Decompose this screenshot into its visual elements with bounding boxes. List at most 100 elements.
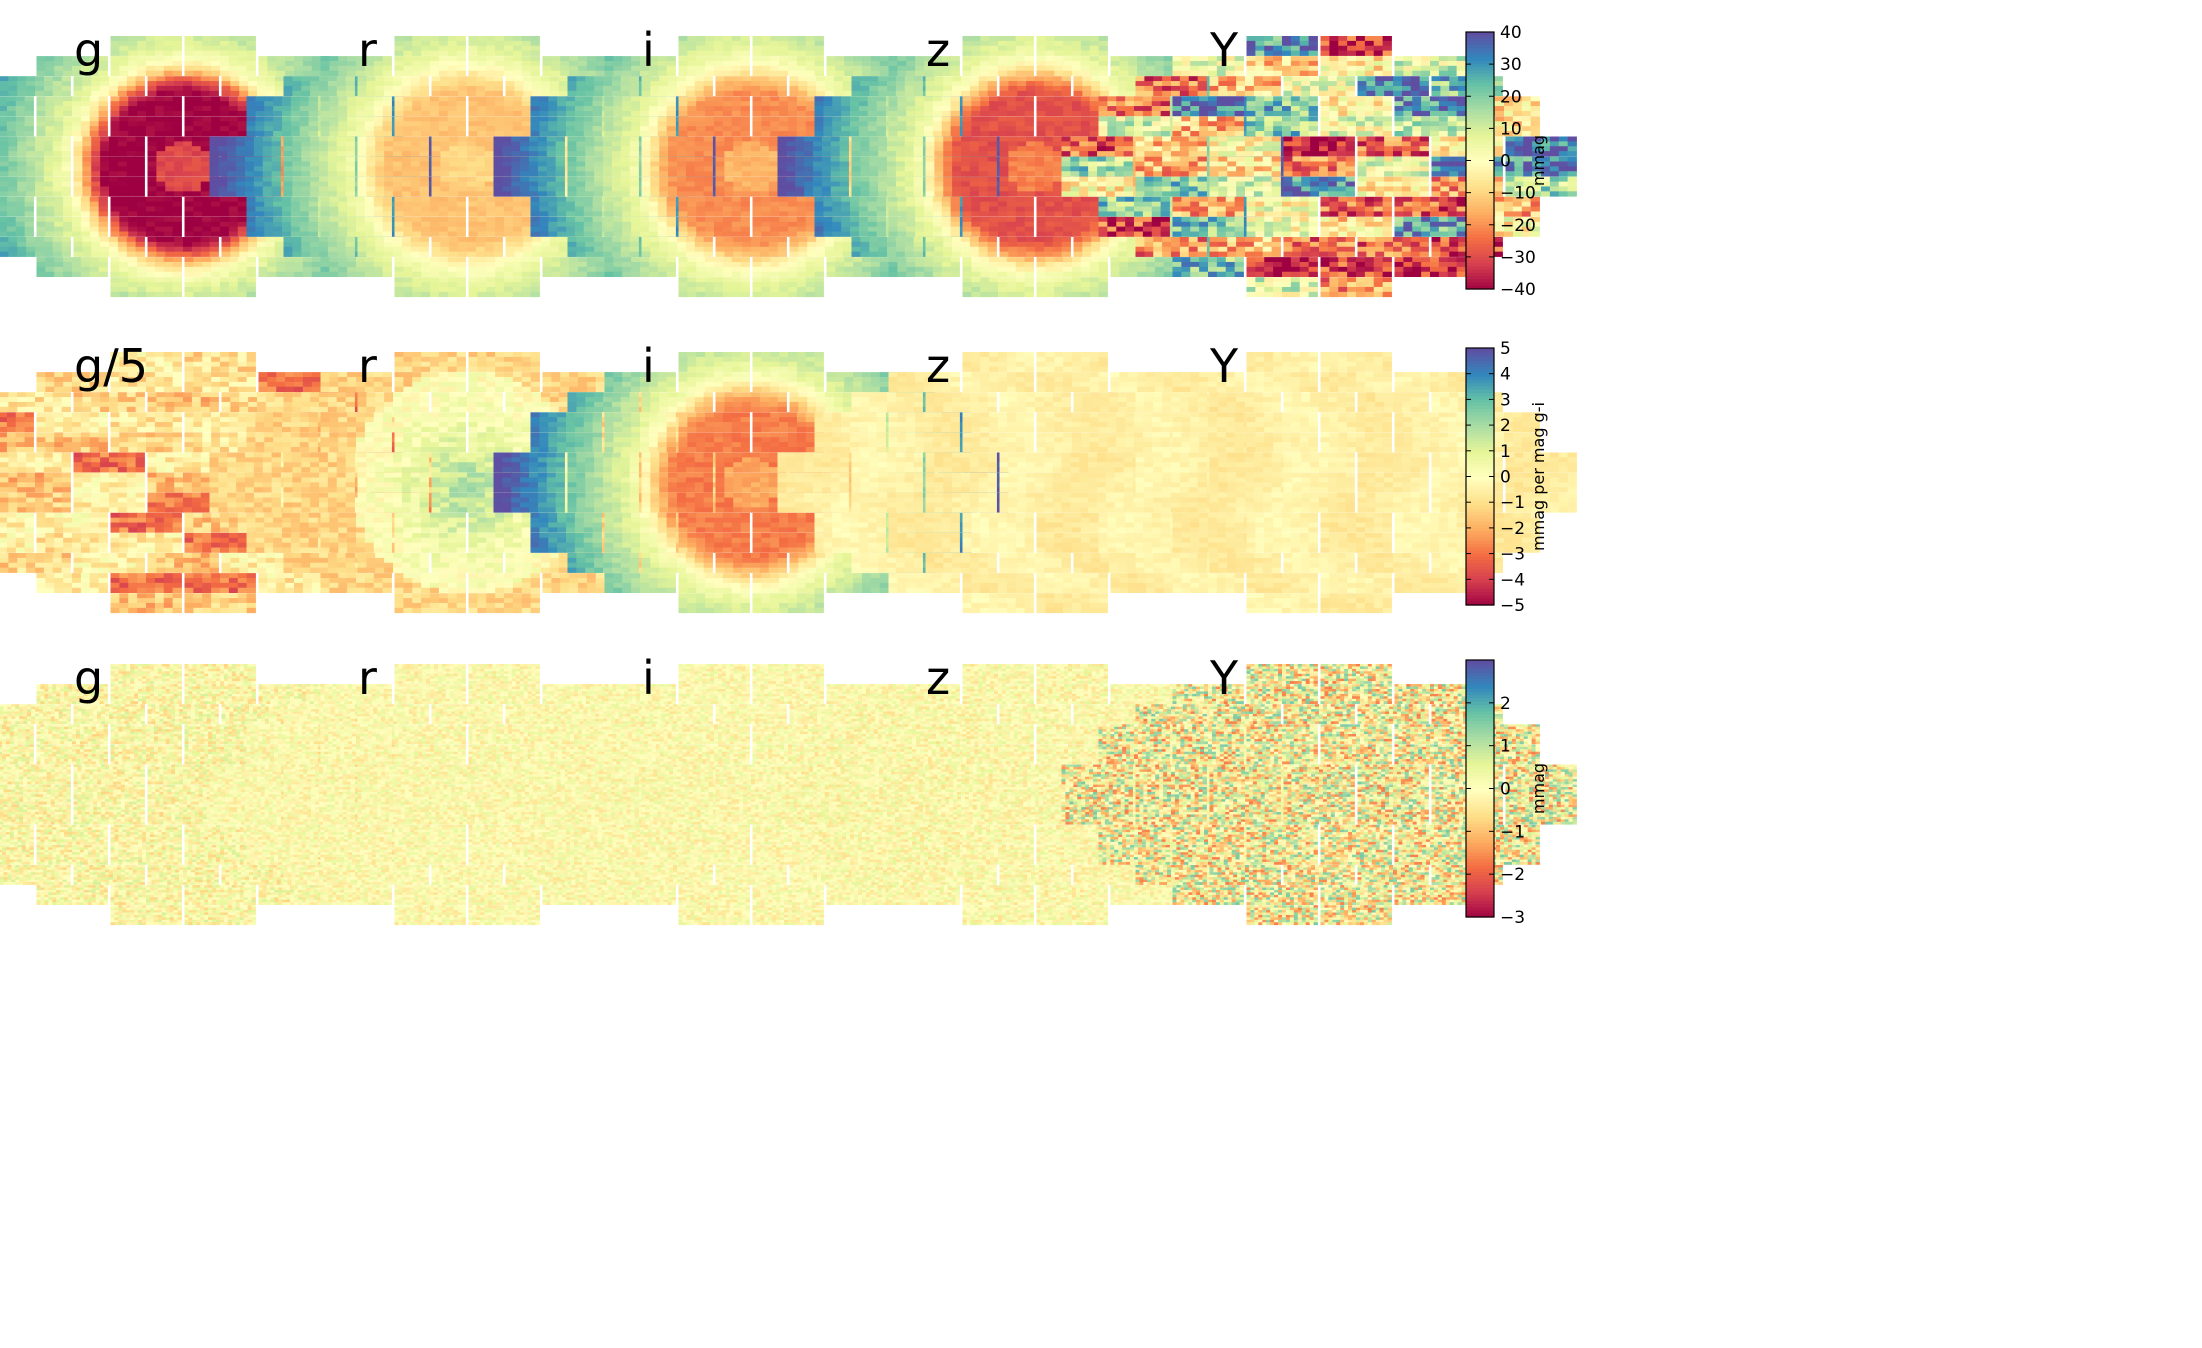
ccd: [185, 56, 256, 76]
ccd-cell: [45, 71, 54, 76]
ccd-cell: [201, 146, 210, 151]
ccd-cell: [193, 71, 202, 76]
ccd-cell: [91, 137, 100, 142]
ccd-cell: [156, 91, 165, 96]
ccd-cell: [146, 36, 155, 41]
ccd-cell: [128, 121, 137, 126]
ccd-cell: [91, 166, 100, 171]
ccd-cell: [8, 161, 17, 166]
ccd-cell: [119, 131, 128, 136]
ccd-cell: [82, 161, 91, 166]
ccd-cell: [285, 56, 294, 61]
ccd: [111, 116, 182, 136]
ccd-cell: [35, 171, 44, 176]
ccd-cell: [222, 91, 231, 96]
ccd-cell: [173, 36, 182, 41]
ccd-cell: [35, 157, 44, 162]
ccd-cell: [193, 61, 202, 66]
ccd-cell: [276, 71, 285, 76]
ccd-cell: [74, 86, 83, 91]
figure: g r i z Y −40 −30 −20 −10 0 10 20 30 40 mmag g/5 r i z Y −5−…: [0, 0, 2202, 1348]
ccd-cell: [63, 126, 72, 131]
ccd-cell: [111, 131, 120, 136]
ccd-cell: [82, 157, 91, 162]
ccd-cell: [100, 137, 109, 142]
ccd-cell: [173, 51, 182, 56]
ccd-cell: [128, 36, 137, 41]
ccd-cell: [119, 61, 128, 66]
ccd-cell: [74, 157, 83, 162]
ccd-cell: [26, 141, 35, 146]
ccd-cell: [44, 157, 53, 162]
ccd-cell: [222, 86, 231, 91]
ccd-cell: [156, 86, 165, 91]
ccd-cell: [192, 81, 201, 86]
ccd-cell: [45, 116, 54, 121]
ccd-cell: [100, 86, 109, 91]
ccd-cell: [193, 51, 202, 56]
ccd-cell: [173, 56, 182, 61]
ccd-cell: [193, 101, 202, 106]
ccd-cell: [35, 141, 44, 146]
ccd-cell: [128, 61, 137, 66]
ccd-cell: [164, 126, 173, 131]
ccd-cell: [173, 101, 182, 106]
ccd-cell: [211, 131, 220, 136]
ccd-cell: [185, 56, 194, 61]
ccd-cell: [16, 126, 25, 131]
ccd: [74, 137, 145, 157]
ccd-cell: [82, 146, 91, 151]
ccd-cell: [148, 171, 157, 176]
ccd-cell: [312, 61, 321, 66]
ccd-cell: [136, 157, 145, 162]
ccd-cell: [238, 96, 247, 101]
ccd: [37, 96, 108, 116]
ccd-cell: [193, 121, 202, 126]
ccd-cell: [165, 171, 174, 176]
ccd-cell: [136, 166, 145, 171]
ccd-cell: [99, 101, 108, 106]
ccd-cell: [192, 137, 201, 142]
ccd-cell: [193, 106, 202, 111]
ccd-cell: [202, 96, 211, 101]
ccd-cell: [267, 71, 276, 76]
ccd-cell: [229, 111, 238, 116]
ccd-cell: [174, 171, 183, 176]
ccd-cell: [7, 121, 16, 126]
ccd-cell: [185, 71, 194, 76]
ccd: [0, 96, 34, 116]
ccd-cell: [25, 106, 34, 111]
ccd-cell: [62, 86, 71, 91]
ccd-cell: [25, 96, 34, 101]
ccd-cell: [257, 76, 266, 81]
ccd-cell: [275, 76, 284, 81]
ccd-cell: [183, 141, 192, 146]
ccd-cell: [25, 131, 34, 136]
ccd-cell: [229, 121, 238, 126]
ccd: [185, 116, 256, 136]
ccd-cell: [266, 76, 275, 81]
ccd-cell: [118, 76, 127, 81]
ccd: [148, 157, 219, 177]
ccd-cell: [0, 131, 7, 136]
ccd-cell: [174, 81, 183, 86]
ccd-cell: [62, 146, 71, 151]
ccd-cell: [148, 76, 157, 81]
ccd-cell: [127, 157, 136, 162]
ccd-cell: [148, 166, 157, 171]
ccd-cell: [211, 71, 220, 76]
ccd-cell: [267, 61, 276, 66]
ccd-cell: [202, 101, 211, 106]
ccd-cell: [37, 131, 46, 136]
ccd-cell: [193, 66, 202, 71]
ccd-cell: [100, 166, 109, 171]
ccd-cell: [238, 131, 247, 136]
ccd-cell: [155, 61, 164, 66]
ccd-cell: [0, 86, 9, 91]
ccd-cell: [229, 106, 238, 111]
ccd-cell: [37, 116, 46, 121]
ccd-cell: [136, 137, 145, 142]
ccd-cell: [7, 106, 16, 111]
ccd-cell: [164, 56, 173, 61]
ccd-cell: [109, 151, 118, 156]
